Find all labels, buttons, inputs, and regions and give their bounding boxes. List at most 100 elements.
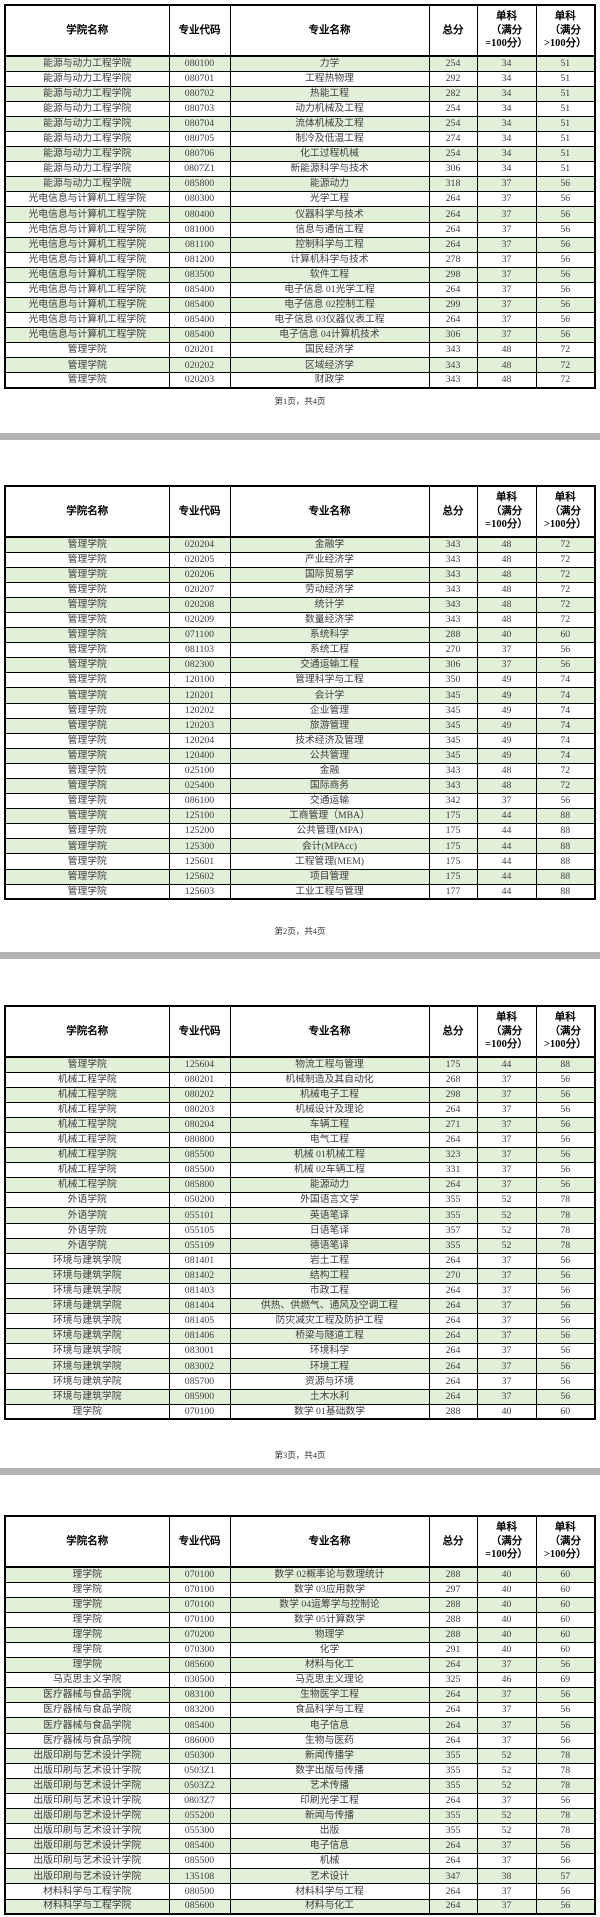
table-row: 出版印刷与艺术设计学院 085400 电子信息 264 37 56 xyxy=(4,1838,596,1855)
table-cell: 085400 xyxy=(168,296,231,314)
table-cell: 管理学院 xyxy=(4,732,170,749)
table-cell: 52 xyxy=(476,1747,537,1764)
table-cell: 020201 xyxy=(168,342,231,359)
table-cell: 数学 05计算数学 xyxy=(229,1611,430,1628)
table-cell: 264 xyxy=(428,1101,478,1118)
table-cell: 080201 xyxy=(168,1071,231,1088)
table-cell: 出版印刷与艺术设计学院 xyxy=(4,1807,170,1825)
table-cell: 175 xyxy=(428,823,478,840)
table-row: 光电信息与计算机工程学院 085400 电子信息 02控制工程 299 37 56 xyxy=(4,296,596,314)
table-row: 环境与建筑学院 081403 市政工程 264 37 56 xyxy=(4,1282,596,1300)
table-cell: 化工过程机械 xyxy=(229,146,430,163)
table-cell: 材料与化工 xyxy=(229,1898,430,1915)
table-cell: 出版 xyxy=(229,1823,430,1840)
table-cell: 医疗器械与食品学院 xyxy=(4,1702,170,1719)
table-cell: 135108 xyxy=(168,1868,231,1885)
table-row: 环境与建筑学院 081404 供热、供燃气、通风及空调工程 264 37 56 xyxy=(4,1297,596,1315)
table-cell: 020209 xyxy=(168,611,231,629)
table-cell: 78 xyxy=(535,1823,596,1840)
table-cell: 管理科学与工程 xyxy=(229,672,430,689)
table-cell: 080203 xyxy=(168,1101,231,1118)
table-cell: 统计学 xyxy=(229,596,430,613)
table-cell: 控制科学与工程 xyxy=(229,236,430,253)
table-cell: 56 xyxy=(535,642,596,659)
table-cell: 081103 xyxy=(168,642,231,659)
table-cell: 264 xyxy=(428,1282,478,1300)
table-row: 外语学院 050200 外国语言文学 355 52 78 xyxy=(4,1192,596,1209)
table-cell: 318 xyxy=(428,176,478,193)
column-header: 专业代码 xyxy=(168,4,231,57)
table-cell: 医疗器械与食品学院 xyxy=(4,1732,170,1749)
column-header: 学院名称 xyxy=(4,4,170,57)
table-cell: 理学院 xyxy=(4,1641,170,1659)
table-cell: 343 xyxy=(428,357,478,374)
table-cell: 025400 xyxy=(168,777,231,795)
table-row: 管理学院 125602 项目管理 175 44 88 xyxy=(4,868,596,885)
table-row: 能源与动力工程学院 085800 能源动力 318 37 56 xyxy=(4,176,596,193)
table-cell: 56 xyxy=(535,1116,596,1133)
table-cell: 48 xyxy=(476,372,537,389)
table-cell: 结构工程 xyxy=(229,1267,430,1284)
table-cell: 56 xyxy=(535,1177,596,1194)
page-number-footer: 第2页，共4页 xyxy=(274,926,326,936)
table-cell: 管理学院 xyxy=(4,581,170,598)
table-cell: 60 xyxy=(535,1581,596,1598)
table-cell: 公共管理(MPA) xyxy=(229,823,430,840)
table-cell: 080704 xyxy=(168,115,231,132)
table-cell: 机械 02车辆工程 xyxy=(229,1162,430,1179)
table-cell: 生物医学工程 xyxy=(229,1687,430,1704)
table-cell: 金融 xyxy=(229,762,430,780)
table-cell: 物理学 xyxy=(229,1626,430,1643)
table-cell: 085500 xyxy=(168,1853,231,1870)
table-cell: 345 xyxy=(428,702,478,719)
table-cell: 环境与建筑学院 xyxy=(4,1252,170,1269)
table-cell: 37 xyxy=(476,1687,537,1704)
table-cell: 52 xyxy=(476,1777,537,1794)
table-cell: 机械电子工程 xyxy=(229,1086,430,1103)
table-cell: 37 xyxy=(476,1328,537,1345)
table-cell: 38 xyxy=(476,1868,537,1885)
table-cell: 理学院 xyxy=(4,1566,170,1583)
table-cell: 070100 xyxy=(168,1596,231,1613)
table-cell: 125200 xyxy=(168,823,231,840)
table-cell: 44 xyxy=(476,868,537,885)
table-cell: 电子信息 03仪器仪表工程 xyxy=(229,312,430,329)
table-cell: 外语学院 xyxy=(4,1237,170,1254)
table-cell: 264 xyxy=(428,1373,478,1390)
table-cell: 254 xyxy=(428,146,478,163)
table-cell: 080702 xyxy=(168,85,231,102)
table-cell: 医疗器械与食品学院 xyxy=(4,1717,170,1734)
table-row: 管理学院 120400 公共管理 345 49 74 xyxy=(4,747,596,764)
table-cell: 管理学院 xyxy=(4,611,170,629)
table-cell: 120202 xyxy=(168,702,231,719)
table-row: 管理学院 120100 管理科学与工程 350 49 74 xyxy=(4,672,596,689)
table-cell: 264 xyxy=(428,236,478,253)
table-cell: 37 xyxy=(476,281,537,299)
table-row: 理学院 070100 数学 04运筹学与控制论 288 40 60 xyxy=(4,1596,596,1613)
table-row: 出版印刷与艺术设计学院 050300 新闻传播学 355 52 78 xyxy=(4,1747,596,1764)
table-cell: 工商管理（MBA） xyxy=(229,808,430,825)
table-row: 机械工程学院 080202 机械电子工程 298 37 56 xyxy=(4,1086,596,1103)
table-cell: 264 xyxy=(428,312,478,329)
table-cell: 071100 xyxy=(168,627,231,644)
table-cell: 车辆工程 xyxy=(229,1116,430,1133)
table-cell: 78 xyxy=(535,1807,596,1825)
table-cell: 342 xyxy=(428,793,478,810)
table-cell: 125100 xyxy=(168,808,231,825)
table-cell: 新闻与传播 xyxy=(229,1807,430,1825)
table-cell: 51 xyxy=(535,100,596,117)
table-cell: 机械 xyxy=(229,1853,430,1870)
table-cell: 343 xyxy=(428,611,478,629)
table-cell: 055109 xyxy=(168,1237,231,1254)
table-cell: 能源与动力工程学院 xyxy=(4,55,170,72)
column-header: 单科 （满分 >100分） xyxy=(535,4,596,57)
table-cell: 74 xyxy=(535,732,596,749)
table-cell: 020206 xyxy=(168,566,231,583)
table-cell: 355 xyxy=(428,1237,478,1254)
table-cell: 020204 xyxy=(168,536,231,553)
table-cell: 56 xyxy=(535,296,596,314)
table-cell: 37 xyxy=(476,1297,537,1315)
table-cell: 37 xyxy=(476,1853,537,1870)
table-cell: 325 xyxy=(428,1672,478,1689)
table-cell: 37 xyxy=(476,1343,537,1360)
